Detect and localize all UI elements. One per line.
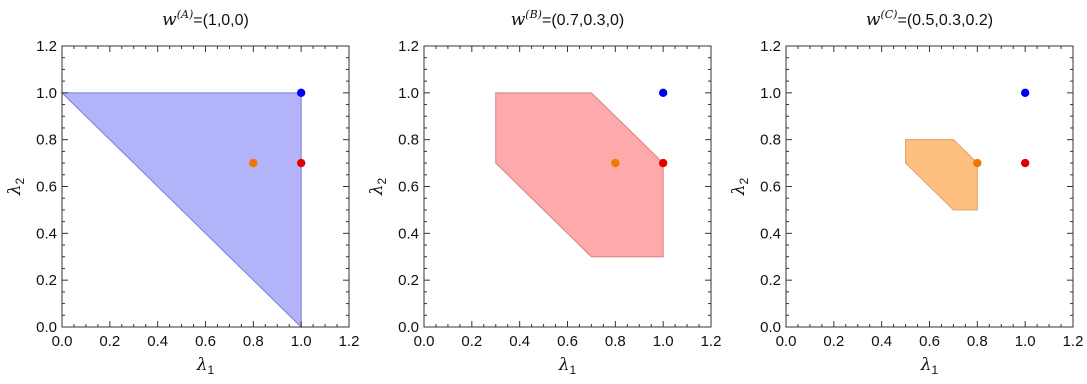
data-point-3 <box>296 158 306 168</box>
x-axis-label: λ1 <box>920 355 939 377</box>
y-tick-label: 0.6 <box>398 179 419 196</box>
x-axis-label: λ1 <box>196 355 215 377</box>
data-point-2 <box>973 158 982 168</box>
x-tick-label: 0.8 <box>967 333 988 350</box>
y-tick-label: 1.0 <box>36 85 57 102</box>
x-tick-label: 0.0 <box>52 333 73 350</box>
x-tick-label: 0.4 <box>147 333 168 350</box>
feasible-region <box>495 92 664 258</box>
x-axis-label: λ1 <box>558 355 577 377</box>
y-axis-label: λ2 <box>729 177 751 196</box>
y-tick-label: 0.0 <box>398 319 419 336</box>
y-tick-label: 1.0 <box>760 85 781 102</box>
y-tick-label: 0.8 <box>760 132 781 149</box>
x-tick-label: 0.4 <box>871 333 892 350</box>
chart-panel-2: 0.0 0.2 0.4 0.6 0.8 1.0 1.2 0.0 0.2 0.4 0.6 0.8 1.0 1… <box>367 8 721 377</box>
feasible-region <box>60 92 302 329</box>
x-tick-label: 0.4 <box>509 333 530 350</box>
x-tick-label: 1.2 <box>701 333 722 350</box>
panel-title: w(A)=(1,0,0) <box>162 8 249 30</box>
x-tick-label: 1.0 <box>1015 333 1036 350</box>
x-tick-label: 1.2 <box>339 333 360 350</box>
data-point-2 <box>611 158 620 168</box>
x-tick-label: 0.2 <box>461 333 482 350</box>
chart-panel-3: 0.0 0.2 0.4 0.6 0.8 1.0 1.2 0.0 0.2 0.4 0.6 0.8 1.0 1… <box>729 8 1083 377</box>
panel-title: w(C)=(0.5,0.3,0.2) <box>866 8 993 30</box>
x-tick-label: 0.2 <box>823 333 844 350</box>
panel-title: w(B)=(0.7,0.3,0) <box>511 8 625 30</box>
axis-ticks <box>423 45 712 328</box>
data-point-3 <box>1020 158 1030 168</box>
y-tick-label: 1.0 <box>398 85 419 102</box>
y-axis-label: λ2 <box>5 177 27 196</box>
x-tick-label: 0.8 <box>605 333 626 350</box>
x-tick-label: 0.2 <box>99 333 120 350</box>
y-tick-label: 0.4 <box>398 225 419 242</box>
x-tick-label: 1.0 <box>291 333 312 350</box>
y-tick-label: 0.0 <box>760 319 781 336</box>
x-tick-label: 0.6 <box>195 333 216 350</box>
y-axis-label: λ2 <box>367 177 389 196</box>
y-tick-label: 0.6 <box>760 179 781 196</box>
data-point-1 <box>296 88 306 98</box>
x-tick-label: 1.2 <box>1063 333 1084 350</box>
x-tick-label: 0.0 <box>414 333 435 350</box>
y-tick-label: 0.6 <box>36 179 57 196</box>
y-tick-label: 1.2 <box>398 38 419 55</box>
data-point-3 <box>658 158 668 168</box>
axis-ticks <box>785 45 1074 328</box>
y-tick-label: 0.2 <box>36 272 57 289</box>
y-tick-label: 0.4 <box>760 225 781 242</box>
y-tick-label: 0.0 <box>36 319 57 336</box>
y-tick-label: 0.2 <box>398 272 419 289</box>
chart-panel-1: 0.0 0.2 0.4 0.6 0.8 1.0 1.2 0.0 0.2 0.4 0.6 0.8 1.0 1… <box>5 8 359 377</box>
data-point-2 <box>249 158 258 168</box>
y-tick-label: 0.8 <box>398 132 419 149</box>
axis-ticks <box>61 45 350 328</box>
data-point-1 <box>1020 88 1030 98</box>
x-tick-label: 0.0 <box>776 333 797 350</box>
y-tick-label: 0.8 <box>36 132 57 149</box>
y-tick-label: 1.2 <box>36 38 57 55</box>
feasible-region <box>905 139 978 211</box>
data-point-1 <box>658 88 668 98</box>
x-tick-label: 0.6 <box>557 333 578 350</box>
x-tick-label: 0.8 <box>243 333 264 350</box>
y-tick-label: 0.2 <box>760 272 781 289</box>
y-tick-label: 0.4 <box>36 225 57 242</box>
x-tick-label: 0.6 <box>919 333 940 350</box>
x-tick-label: 1.0 <box>653 333 674 350</box>
y-tick-label: 1.2 <box>760 38 781 55</box>
